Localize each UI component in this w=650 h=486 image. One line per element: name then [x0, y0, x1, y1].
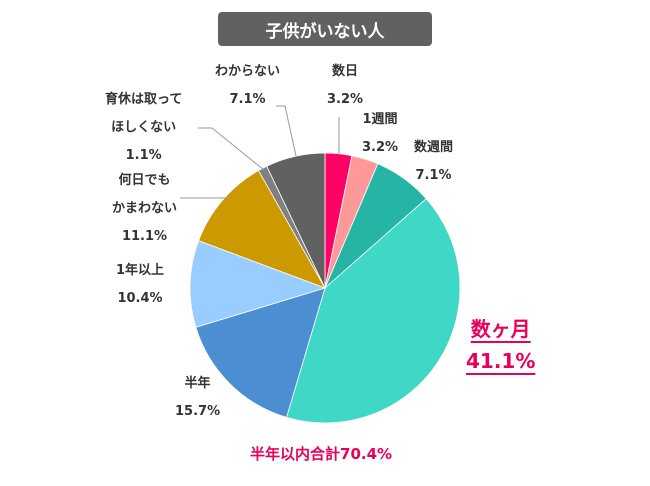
label-suukagetsu: 数ヶ月 41.1%	[466, 317, 536, 373]
label-sujitsu: 数日 3.2%	[327, 64, 364, 107]
pie-slice-6	[198, 169, 326, 289]
pie-slice-8	[266, 152, 326, 289]
pie-slice-4	[195, 287, 326, 418]
label-1year: 1年以上 10.4%	[116, 263, 165, 306]
pie-slice-5	[189, 240, 327, 328]
label-wakaranai: わからない 7.1%	[215, 64, 281, 107]
label-suushuukan: 数週間 7.1%	[414, 140, 454, 183]
pie-slice-3	[286, 198, 461, 424]
total-annotation: 半年以内合計70.4%	[250, 445, 393, 463]
label-nannichi: 何日でも かまわない 11.1%	[112, 173, 178, 244]
label-1week: 1週間 3.2%	[362, 112, 399, 155]
label-ikukyu: 育休は取って ほしくない 1.1%	[105, 92, 183, 163]
leader-line-ikukyu	[198, 127, 265, 171]
label-hantoshi: 半年 15.7%	[175, 376, 221, 419]
leader-line-wakaranai	[276, 105, 297, 157]
chart-title: 子供がいない人	[218, 12, 432, 46]
